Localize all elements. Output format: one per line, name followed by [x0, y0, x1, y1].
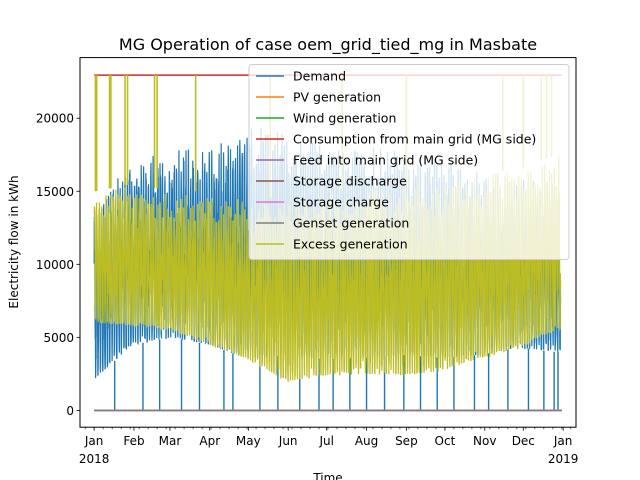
legend-entry: Consumption from main grid (MG side) [293, 132, 536, 147]
series-excess-generation [93, 155, 562, 383]
y-axis-label: Electricity flow in kWh [7, 175, 21, 308]
legend-entry: Wind generation [293, 111, 396, 126]
y-tick-label: 20000 [36, 112, 74, 126]
x-tick-label: Jul [318, 434, 333, 448]
x-tick-label: Mar [159, 434, 182, 448]
x-tick-label: Jun [278, 434, 298, 448]
y-tick-label: 10000 [36, 258, 74, 272]
legend-entry: Demand [293, 69, 346, 84]
x-tick-year-label: 2019 [548, 452, 579, 466]
chart-title: MG Operation of case oem_grid_tied_mg in… [119, 35, 537, 55]
x-tick-label: Oct [435, 434, 456, 448]
legend: Demand PV generation Wind generation Consum… [248, 64, 570, 260]
x-tick-label: Jan [553, 434, 573, 448]
x-tick-label: Dec [512, 434, 535, 448]
legend-entry: Genset generation [293, 216, 409, 231]
legend-entry: Feed into main grid (MG side) [293, 153, 478, 168]
legend-entry: Storage discharge [293, 174, 407, 189]
x-tick-year-label: 2018 [79, 452, 110, 466]
x-tick-label: Apr [199, 434, 220, 448]
x-tick-label: Nov [473, 434, 496, 448]
x-axis-label: Time [312, 471, 342, 480]
x-tick-label: Aug [355, 434, 378, 448]
x-tick-label: Jan [84, 434, 104, 448]
legend-frame [248, 64, 570, 260]
x-tick-label: Feb [123, 434, 144, 448]
y-tick-label: 15000 [36, 185, 74, 199]
x-tick-label: May [236, 434, 261, 448]
x-tick-label: Sep [395, 434, 418, 448]
legend-entry: Storage charge [293, 195, 389, 210]
legend-entry: PV generation [293, 90, 381, 105]
y-tick-label: 5000 [43, 331, 74, 345]
legend-entry: Excess generation [293, 237, 408, 252]
y-tick-label: 0 [66, 404, 74, 418]
